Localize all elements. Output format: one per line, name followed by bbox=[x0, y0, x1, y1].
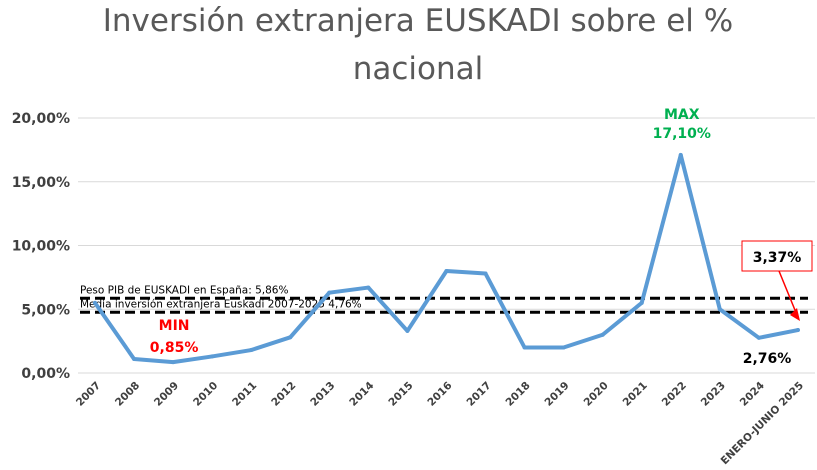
x-axis-ticks: 2007 2008 2009 2010 2011 2012 2013 2014 2015 2016… bbox=[74, 380, 806, 467]
data-point bbox=[444, 269, 449, 273]
data-point bbox=[483, 271, 488, 276]
x-tick-label: 2019 bbox=[543, 380, 572, 409]
annotation-last-box bbox=[741, 240, 813, 272]
gridlines bbox=[78, 117, 815, 310]
data-point bbox=[795, 328, 800, 333]
y-tick-label: 20,00% bbox=[12, 111, 70, 127]
x-tick-label: 2007 bbox=[74, 380, 103, 409]
data-point bbox=[327, 290, 332, 295]
reference-lines: Peso PIB de EUSKADI en España: 5,86% Medi… bbox=[80, 284, 808, 314]
y-tick-label: 5,00% bbox=[21, 302, 70, 318]
x-tick-label: 2024 bbox=[738, 380, 767, 409]
series-layer bbox=[93, 152, 800, 365]
x-tick-label: 2013 bbox=[308, 380, 337, 409]
annotations: MIN 0,85% MAX 17,10% 3,37% 2,76% bbox=[150, 107, 813, 367]
x-tick-label: 2011 bbox=[230, 380, 259, 409]
x-tick-label: 2009 bbox=[152, 380, 181, 409]
x-tick-label: 2008 bbox=[113, 380, 142, 409]
data-point bbox=[600, 332, 605, 337]
data-point bbox=[288, 335, 293, 340]
annotation-arrow-head bbox=[790, 308, 800, 321]
data-point bbox=[561, 345, 566, 350]
x-tick-label: 2022 bbox=[660, 380, 689, 409]
annotation-max-value: 17,10% bbox=[653, 126, 711, 142]
x-tick-label: 2020 bbox=[582, 380, 611, 409]
x-tick-label: 2018 bbox=[504, 380, 533, 409]
annotation-min-value: 0,85% bbox=[150, 340, 199, 356]
annotation-last-value: 3,37% bbox=[753, 250, 802, 266]
data-point bbox=[639, 300, 644, 305]
reference-line-label: Peso PIB de EUSKADI en España: 5,86% bbox=[80, 284, 288, 296]
data-point bbox=[366, 285, 371, 290]
annotation-prev-value: 2,76% bbox=[743, 351, 792, 367]
data-point bbox=[678, 152, 683, 157]
y-axis-ticks: 0,00% 5,00% 10,00% 15,00% 20,00% bbox=[12, 111, 70, 382]
data-point bbox=[171, 360, 176, 365]
data-point bbox=[93, 300, 97, 305]
reference-line-label: Media inversión extranjera Euskadi 2007-… bbox=[80, 298, 362, 310]
data-point bbox=[210, 354, 215, 359]
y-tick-label: 0,00% bbox=[21, 366, 70, 382]
data-point bbox=[522, 345, 527, 350]
data-point bbox=[717, 307, 722, 312]
x-tick-label: 2015 bbox=[386, 380, 415, 409]
x-tick-label: 2012 bbox=[269, 380, 298, 409]
x-tick-label: 2017 bbox=[464, 380, 493, 409]
annotation-arrow-line bbox=[778, 270, 798, 316]
x-tick-label: 2016 bbox=[425, 380, 454, 409]
series-line bbox=[93, 152, 800, 365]
data-point bbox=[756, 335, 761, 340]
annotation-max-label: MAX bbox=[664, 107, 700, 123]
x-tick-label: 2014 bbox=[347, 380, 376, 409]
x-tick-label: 2021 bbox=[621, 380, 650, 409]
data-point bbox=[249, 348, 254, 353]
data-point bbox=[405, 328, 410, 333]
x-tick-label: 2023 bbox=[699, 380, 728, 409]
data-point bbox=[132, 356, 137, 361]
chart-title-line1: Inversión extranjera EUSKADI sobre el % bbox=[103, 3, 733, 39]
y-tick-label: 15,00% bbox=[12, 175, 70, 191]
y-tick-label: 10,00% bbox=[12, 239, 70, 255]
annotation-min-label: MIN bbox=[159, 318, 190, 334]
chart-title-line2: nacional bbox=[353, 51, 484, 87]
x-tick-label: 2010 bbox=[191, 380, 220, 409]
